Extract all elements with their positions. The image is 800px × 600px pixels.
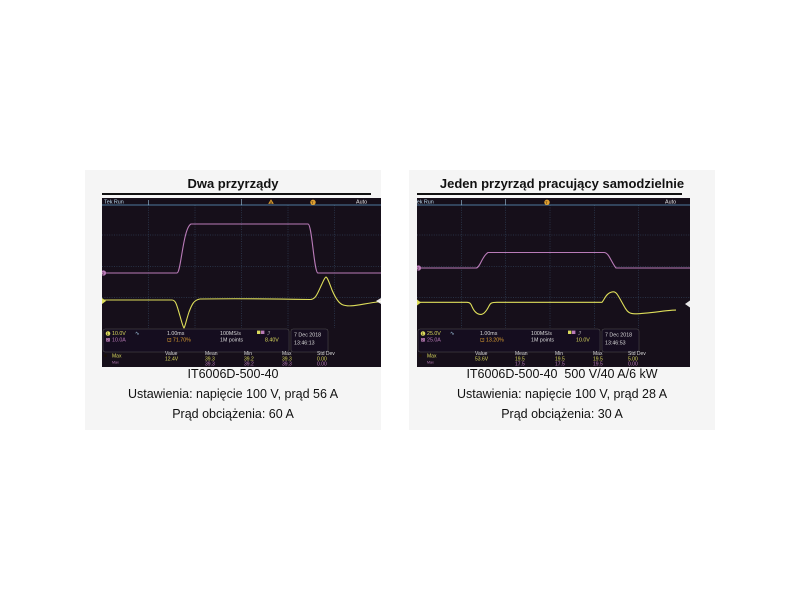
svg-text:⊡ 13.20%: ⊡ 13.20% xyxy=(480,337,504,343)
svg-text:2: 2 xyxy=(422,338,424,342)
svg-text:1.00ms: 1.00ms xyxy=(167,331,185,337)
svg-text:1: 1 xyxy=(107,332,109,336)
svg-text:1M points: 1M points xyxy=(531,337,554,343)
svg-text:∿: ∿ xyxy=(135,331,139,337)
svg-text:⯀: ⯀ xyxy=(104,354,107,358)
svg-text:∿: ∿ xyxy=(450,331,454,337)
svg-text:⯀: ⯀ xyxy=(419,354,422,358)
svg-text:25.0V: 25.0V xyxy=(427,331,441,337)
svg-text:Max: Max xyxy=(112,361,119,365)
svg-text:1M points: 1M points xyxy=(220,337,243,343)
svg-text:13:46:53: 13:46:53 xyxy=(605,341,626,347)
svg-text:53.6V: 53.6V xyxy=(475,357,489,363)
svg-text:Max: Max xyxy=(427,361,434,365)
svg-text:Auto: Auto xyxy=(356,200,367,206)
svg-text:10.0V: 10.0V xyxy=(576,337,590,343)
svg-text:100MS/s: 100MS/s xyxy=(531,331,552,337)
svg-text:2: 2 xyxy=(107,338,109,342)
svg-text:Max: Max xyxy=(427,354,437,360)
svg-text:10.0V: 10.0V xyxy=(112,331,126,337)
svg-text:1: 1 xyxy=(422,332,424,336)
svg-text:⊡ 71.70%: ⊡ 71.70% xyxy=(167,337,191,343)
svg-text:Max: Max xyxy=(112,354,122,360)
svg-text:1.00ms: 1.00ms xyxy=(480,331,498,337)
svg-text:12.4V: 12.4V xyxy=(165,357,179,363)
svg-text:8.40V: 8.40V xyxy=(265,337,279,343)
svg-text:2: 2 xyxy=(102,272,104,276)
svg-text:7 Dec 2018: 7 Dec 2018 xyxy=(605,333,632,339)
svg-text:7 Dec 2018: 7 Dec 2018 xyxy=(294,333,321,339)
svg-text:2: 2 xyxy=(417,267,419,271)
svg-text:100MS/s: 100MS/s xyxy=(220,331,241,337)
svg-text:10.0A: 10.0A xyxy=(112,337,126,343)
svg-text:25.0A: 25.0A xyxy=(427,337,441,343)
svg-text:Auto: Auto xyxy=(665,200,676,206)
svg-text:Tek Run: Tek Run xyxy=(417,200,434,206)
svg-text:Tek Run: Tek Run xyxy=(104,200,124,206)
svg-text:13:46:13: 13:46:13 xyxy=(294,341,315,347)
